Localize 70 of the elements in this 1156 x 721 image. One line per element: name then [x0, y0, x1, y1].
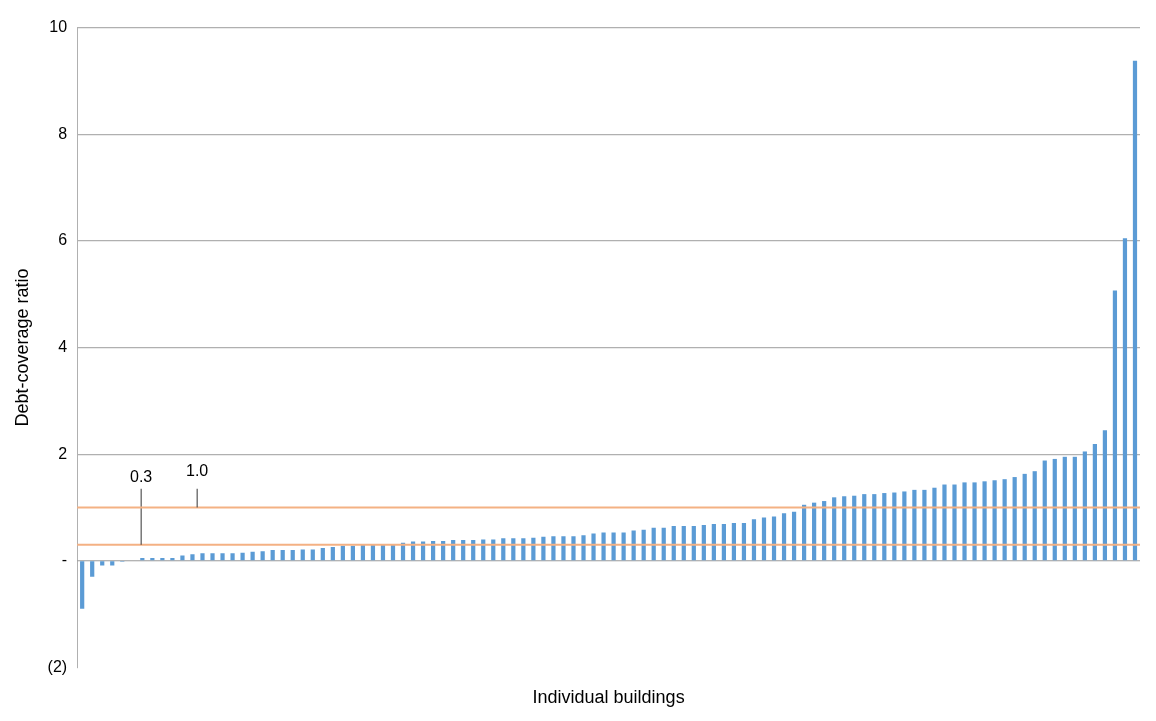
bar: [551, 536, 556, 561]
bar: [1102, 430, 1108, 561]
bar: [571, 536, 576, 561]
bar: [200, 553, 205, 561]
bar: [190, 554, 195, 561]
bar: [932, 487, 937, 561]
bar: [110, 561, 115, 566]
bar: [330, 546, 335, 561]
y-tick-label: 2: [58, 444, 68, 462]
bar: [671, 526, 676, 561]
bar: [962, 482, 967, 561]
bar: [541, 536, 546, 561]
bar: [1092, 444, 1097, 561]
bar: [902, 491, 907, 561]
y-tick-label: 6: [58, 231, 68, 249]
bar: [952, 484, 957, 561]
bar: [631, 530, 636, 561]
y-tick-label: -: [61, 551, 68, 569]
bar: [1022, 473, 1027, 561]
bar: [1112, 290, 1118, 561]
y-tick-label: 10: [49, 18, 68, 36]
bar: [1072, 456, 1077, 561]
bar: [1082, 451, 1087, 561]
bar: [100, 561, 105, 566]
bar: [1012, 477, 1017, 561]
bar: [781, 513, 787, 561]
bar: [180, 555, 185, 561]
bar: [1052, 458, 1057, 561]
bar: [220, 553, 225, 561]
bar: [1032, 471, 1037, 561]
bar: [170, 558, 175, 561]
bar: [210, 553, 215, 561]
y-tick-label: 4: [58, 337, 68, 355]
y-axis-title: Debt-coverage ratio: [11, 268, 32, 427]
bar: [1132, 60, 1138, 561]
bar: [340, 545, 345, 561]
bar: [1062, 456, 1067, 561]
bar: [942, 484, 947, 561]
bar: [982, 481, 987, 561]
x-axis-title: Individual buildings: [532, 687, 685, 708]
bar: [240, 552, 245, 561]
bar: [1042, 460, 1047, 561]
bar: [1002, 479, 1007, 561]
bar: [791, 511, 797, 561]
bar: [611, 532, 616, 561]
y-tick-label: 8: [58, 124, 68, 142]
bar: [290, 550, 295, 561]
bar: [230, 553, 235, 561]
bar: [350, 545, 355, 561]
bar: [561, 536, 566, 561]
y-tick-label: (2): [47, 657, 68, 675]
bar: [1122, 238, 1128, 561]
bar: [260, 551, 265, 561]
bar: [972, 482, 977, 561]
bar: [922, 489, 927, 561]
bar: [912, 489, 917, 561]
bar: [691, 526, 696, 561]
bar: [601, 532, 606, 561]
bar: [681, 526, 686, 561]
bar: [581, 535, 586, 561]
bar: [80, 561, 85, 609]
bar: [591, 533, 596, 561]
bar: [992, 480, 997, 561]
bar: [270, 550, 275, 561]
bar: [280, 550, 285, 561]
ref-line-label: 0.3: [130, 468, 153, 486]
bar: [90, 561, 95, 577]
bar: [751, 519, 757, 561]
ref-line-label: 1.0: [186, 462, 209, 480]
bar: [320, 547, 325, 561]
